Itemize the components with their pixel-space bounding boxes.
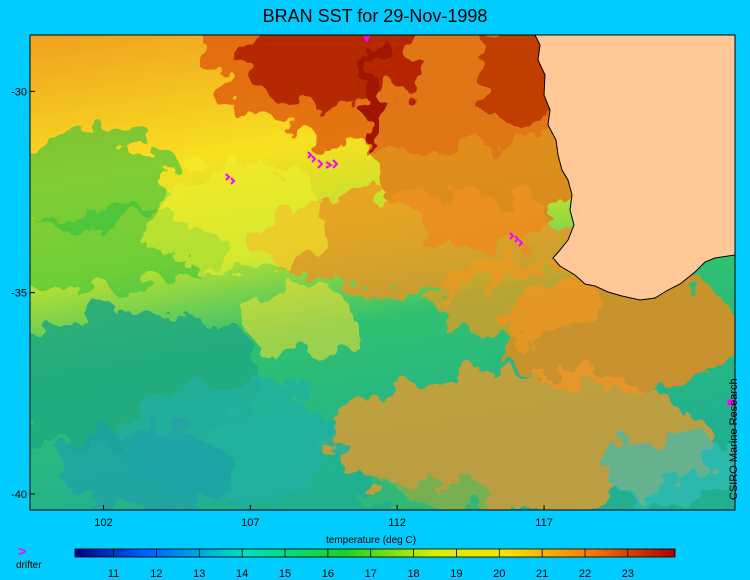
colorbar-tick-label: 15 <box>279 568 291 580</box>
colorbar-tick-label: 17 <box>365 568 377 580</box>
colorbar-tick-label: 18 <box>407 568 419 580</box>
colorbar-tick-label: 14 <box>236 568 248 580</box>
colorbar-tick-label: 23 <box>622 568 634 580</box>
sst-field <box>30 35 735 510</box>
x-tick-label: 107 <box>241 517 259 529</box>
y-axis: -30 -35 -40 <box>11 86 35 501</box>
colorbar-tick-label: 20 <box>493 568 505 580</box>
colorbar <box>74 548 676 558</box>
credit-text: CSIRO Marine Research <box>728 378 740 500</box>
colorbar-tick-label: 21 <box>536 568 548 580</box>
y-tick-label: -30 <box>11 86 27 98</box>
x-tick-label: 102 <box>94 517 112 529</box>
drifter-legend-marker: > <box>18 543 27 559</box>
x-tick-label: 117 <box>535 517 553 529</box>
colorbar-tick-label: 11 <box>108 568 119 580</box>
colorbar-tick-label: 19 <box>450 568 462 580</box>
x-axis: 102 107 112 117 <box>94 505 553 529</box>
drifter-legend-label: drifter <box>16 560 42 571</box>
y-tick-label: -40 <box>11 489 27 501</box>
colorbar-ticks: 11 12 13 14 15 16 17 18 19 20 21 22 23 <box>108 549 634 580</box>
x-tick-label: 112 <box>388 517 406 529</box>
page-title: BRAN SST for 29-Nov-1998 <box>262 6 488 26</box>
svg-text:v: v <box>364 33 370 44</box>
land-mass <box>534 34 736 301</box>
colorbar-tick-label: 22 <box>579 568 591 580</box>
drifter-markers: v <box>225 33 734 406</box>
colorbar-tick-label: 12 <box>150 568 162 580</box>
colorbar-title: temperature (deg C) <box>326 535 417 546</box>
colorbar-tick-label: 16 <box>322 568 334 580</box>
map-frame <box>29 34 736 511</box>
colorbar-tick-label: 13 <box>193 568 205 580</box>
y-tick-label: -35 <box>11 288 27 300</box>
